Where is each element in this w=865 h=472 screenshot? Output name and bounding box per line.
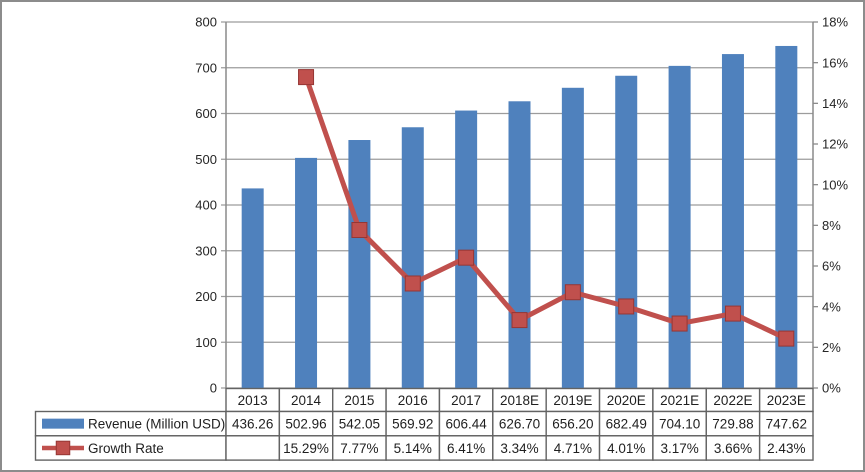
y-axis-left-tick-label: 600: [195, 106, 217, 121]
y-axis-left-tick-label: 500: [195, 152, 217, 167]
table-cell-value: 542.05: [339, 416, 380, 431]
revenue-bar-2021E: [668, 65, 691, 388]
y-axis-right-tick-label: 8%: [822, 218, 841, 233]
table-cell: [705, 435, 761, 461]
table-cell-value: 15.29%: [283, 441, 329, 456]
category-label: 2019E: [553, 393, 592, 408]
y-axis-right-tick-label: 16%: [822, 55, 848, 70]
y-axis-right-tick-label: 0%: [822, 381, 841, 396]
category-label: 2015: [344, 393, 374, 408]
growth-marker-2018E: [511, 312, 528, 329]
y-axis-left-tick-label: 0: [210, 381, 217, 396]
table-cell: [758, 435, 814, 461]
y-axis-right-tick-label: 10%: [822, 177, 848, 192]
table-cell-value: 626.70: [499, 416, 540, 431]
revenue-bar-2020E: [615, 75, 638, 388]
table-cell-value: 2.43%: [767, 441, 805, 456]
growth-marker-2020E: [618, 298, 635, 315]
revenue-legend-swatch: [42, 418, 84, 429]
category-label: 2023E: [767, 393, 806, 408]
category-label: 2018E: [500, 393, 539, 408]
category-label: 2022E: [713, 393, 752, 408]
revenue-bar-2014: [295, 157, 318, 388]
legend-label: Growth Rate: [88, 441, 164, 456]
y-axis-left-tick-label: 700: [195, 60, 217, 75]
growth-marker-2015: [351, 222, 368, 239]
table-cell-value: 606.44: [445, 416, 487, 431]
growth-rate-line: [303, 76, 788, 341]
y-axis-left-tick-label: 200: [195, 289, 217, 304]
y-axis-left-tick-label: 800: [195, 15, 217, 30]
growth-marker-2017: [458, 249, 475, 266]
table-cell-value: 436.26: [232, 416, 273, 431]
table-cell-value: 682.49: [606, 416, 647, 431]
table-cell: [278, 410, 334, 437]
category-label: 2014: [291, 393, 322, 408]
revenue-bar-2019E: [561, 87, 584, 388]
table-cell-value: 3.34%: [500, 441, 538, 456]
table-cell: [225, 435, 281, 461]
table-cell: [492, 410, 547, 437]
table-cell-value: 6.41%: [447, 441, 485, 456]
category-label: 2017: [451, 393, 481, 408]
revenue-bar-2013: [241, 188, 264, 388]
y-axis-left-tick-label: 100: [195, 335, 217, 350]
category-label: 2020E: [607, 393, 646, 408]
growth-marker-2014: [298, 69, 315, 86]
table-cell-value: 502.96: [285, 416, 326, 431]
table-cell: [652, 435, 707, 461]
growth-marker-2016: [404, 275, 421, 292]
table-cell: [598, 410, 654, 437]
revenue-bar-2015: [348, 140, 371, 388]
revenue-bar-2017: [455, 110, 478, 388]
table-cell: [278, 435, 334, 461]
table-cell: [332, 435, 387, 461]
table-cell: [758, 410, 814, 437]
y-axis-right-tick-label: 14%: [822, 96, 848, 111]
growth-marker-2021E: [671, 315, 688, 332]
growth-marker-2022E: [724, 305, 741, 322]
legend-label: Revenue (Million USD): [88, 416, 225, 431]
revenue-bar-2018E: [508, 101, 531, 388]
revenue-bar-2023E: [775, 45, 798, 389]
table-cell-value: 3.17%: [660, 441, 698, 456]
table-cell-value: 4.71%: [554, 441, 592, 456]
y-axis-right-tick-label: 18%: [822, 15, 848, 30]
y-axis-right-tick-label: 4%: [822, 299, 841, 314]
y-axis-left-tick-label: 400: [195, 198, 217, 213]
table-cell-value: 3.66%: [714, 441, 752, 456]
table-cell-value: 704.10: [659, 416, 700, 431]
table-cell-value: 729.88: [712, 416, 753, 431]
y-axis-right-tick-label: 6%: [822, 259, 841, 274]
table-cell-value: 5.14%: [394, 441, 432, 456]
table-cell: [438, 410, 494, 437]
growth-marker-2019E: [564, 284, 581, 301]
table-cell: [545, 435, 601, 461]
category-label: 2013: [238, 393, 268, 408]
table-cell-value: 7.77%: [340, 441, 378, 456]
revenue-bar-2022E: [721, 54, 744, 389]
growth-legend-marker: [55, 440, 71, 456]
table-cell-value: 747.62: [766, 416, 807, 431]
revenue-bar-2016: [401, 127, 424, 388]
table-cell: [385, 435, 441, 461]
category-label: 2016: [398, 393, 428, 408]
y-axis-left-tick-label: 300: [195, 243, 217, 258]
category-label: 2021E: [660, 393, 699, 408]
table-cell-value: 569.92: [392, 416, 433, 431]
table-cell: [332, 410, 387, 437]
table-cell-value: 4.01%: [607, 441, 645, 456]
table-cell-value: 656.20: [552, 416, 593, 431]
growth-marker-2023E: [778, 330, 795, 347]
table-cell: [545, 410, 601, 437]
y-axis-right-tick-label: 2%: [822, 340, 841, 355]
y-axis-right-tick-label: 12%: [822, 137, 848, 152]
